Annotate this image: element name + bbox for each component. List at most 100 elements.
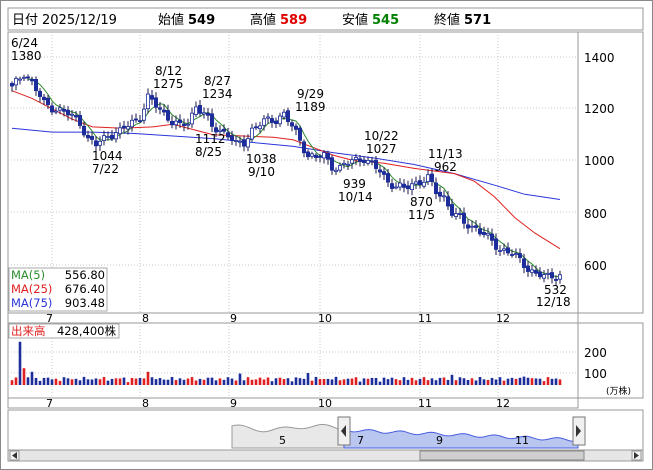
candle-body bbox=[17, 78, 22, 81]
volume-bar bbox=[42, 377, 46, 385]
vol-month-label-11: 11 bbox=[418, 397, 432, 410]
volume-bar bbox=[226, 377, 230, 385]
candle-body bbox=[205, 112, 210, 116]
ma25-line bbox=[11, 90, 561, 250]
candle-body bbox=[321, 152, 326, 159]
volume-bar bbox=[294, 377, 298, 385]
candle-body bbox=[337, 165, 342, 171]
annot-value-1380: 1380 bbox=[11, 49, 42, 63]
volume-bar bbox=[462, 378, 466, 385]
month-axis-bottom-frame bbox=[7, 397, 579, 409]
volume-bar bbox=[286, 378, 290, 385]
volume-bar bbox=[10, 380, 14, 385]
candle-body bbox=[497, 250, 502, 252]
candle-body bbox=[329, 157, 334, 171]
volume-bar bbox=[82, 376, 86, 385]
candle-body bbox=[245, 138, 250, 148]
legend-box bbox=[8, 267, 108, 312]
candle-body bbox=[161, 109, 166, 113]
volume-bar bbox=[510, 377, 514, 385]
candle-body bbox=[25, 76, 30, 79]
candle-body bbox=[333, 169, 338, 172]
volume-bar bbox=[526, 377, 530, 385]
candle-body bbox=[201, 112, 206, 115]
volume-bar bbox=[30, 371, 34, 385]
candle-body bbox=[189, 112, 194, 125]
volume-bar bbox=[518, 377, 522, 385]
candle-body bbox=[433, 182, 438, 195]
volume-bar bbox=[254, 379, 258, 385]
legend-ma75-name: MA(75) bbox=[11, 296, 52, 310]
volume-bar bbox=[274, 378, 278, 385]
open-value: 549 bbox=[188, 13, 215, 28]
candle-body bbox=[518, 253, 523, 259]
volume-bar bbox=[546, 377, 550, 385]
candle-body bbox=[66, 109, 71, 116]
range-navigator[interactable]: 5 7 9 11 bbox=[7, 409, 644, 451]
candle-body bbox=[409, 183, 414, 191]
legend-ma75-value: 903.48 bbox=[65, 296, 105, 310]
volume-bar bbox=[106, 380, 110, 385]
candle-body bbox=[133, 118, 138, 121]
candle-body bbox=[377, 169, 382, 173]
volume-bar bbox=[158, 378, 162, 385]
candle-body bbox=[253, 126, 258, 129]
scrollbar-thumb[interactable] bbox=[419, 450, 585, 461]
navigator-area-selected bbox=[343, 428, 579, 449]
volume-bar bbox=[242, 380, 246, 385]
nav-label-9: 9 bbox=[436, 434, 443, 447]
volume-bar bbox=[558, 379, 562, 385]
candle-body bbox=[534, 269, 539, 274]
scroll-right-arrow-icon bbox=[634, 452, 639, 459]
candle-body bbox=[42, 96, 47, 101]
volume-bar bbox=[166, 379, 170, 385]
volume-bar bbox=[214, 380, 218, 385]
candle-body bbox=[441, 195, 446, 198]
navigator-right-handle[interactable] bbox=[572, 416, 586, 446]
scrollbar-track[interactable] bbox=[7, 449, 644, 462]
month-axis-top-frame bbox=[7, 312, 579, 324]
y-tick-1200: 1200 bbox=[584, 102, 615, 116]
volume-bar bbox=[414, 380, 418, 385]
candle-body bbox=[530, 269, 535, 273]
candle-body bbox=[213, 127, 218, 133]
navigator-left-handle[interactable] bbox=[337, 416, 351, 446]
volume-bar bbox=[70, 379, 74, 385]
annot-date-10-14: 10/14 bbox=[338, 190, 373, 204]
candle-body bbox=[345, 163, 350, 166]
candle-body bbox=[102, 135, 107, 141]
candle-body bbox=[461, 212, 466, 224]
volume-bar bbox=[470, 378, 474, 385]
volume-bar bbox=[62, 377, 66, 385]
volume-bar bbox=[58, 380, 62, 385]
volume-bar bbox=[334, 376, 338, 385]
candle-body bbox=[29, 79, 34, 82]
volume-bar bbox=[478, 377, 482, 385]
volume-bar bbox=[162, 379, 166, 385]
volume-bar bbox=[422, 377, 426, 385]
chevron-right-icon bbox=[576, 425, 581, 437]
date-label: 日付 bbox=[12, 13, 38, 28]
candle-body bbox=[261, 118, 266, 126]
volume-legend-box bbox=[8, 323, 120, 339]
month-label-10: 10 bbox=[318, 312, 332, 325]
candle-body bbox=[393, 186, 398, 189]
candle-body bbox=[421, 181, 426, 187]
annot-value-939: 939 bbox=[343, 177, 366, 191]
high-value: 589 bbox=[280, 13, 307, 28]
scrollbar[interactable] bbox=[7, 449, 644, 462]
volume-bar bbox=[382, 377, 386, 385]
candle-body bbox=[485, 232, 490, 236]
candle-body bbox=[309, 153, 314, 157]
candle-body bbox=[277, 115, 282, 125]
candle-body bbox=[397, 182, 402, 188]
vol-month-label-12: 12 bbox=[496, 397, 510, 410]
volume-bar bbox=[54, 378, 58, 385]
annot-date-7-22: 7/22 bbox=[92, 162, 119, 176]
volume-bar bbox=[210, 377, 214, 385]
candle-body bbox=[114, 132, 119, 140]
candle-body bbox=[481, 231, 486, 235]
candle-body bbox=[417, 180, 422, 186]
candle-body bbox=[554, 278, 559, 281]
candle-body bbox=[98, 140, 103, 146]
